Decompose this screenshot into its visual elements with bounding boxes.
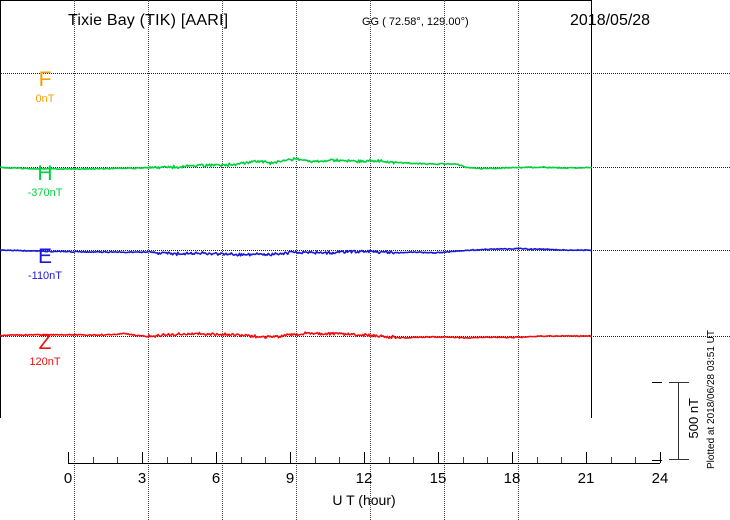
component-letter-F: F [38, 68, 52, 91]
x-tick-1 [92, 457, 94, 463]
x-tick-3 [142, 452, 143, 463]
x-tick-12 [364, 452, 365, 463]
x-tick-18 [512, 452, 513, 463]
gridline-hour-3 [74, 0, 75, 520]
scale-bar-label: 500 nT [686, 398, 701, 439]
x-axis-line [68, 463, 660, 464]
x-tick-2 [117, 457, 119, 463]
gridline-hour-21 [518, 0, 519, 520]
x-label-3: 3 [137, 470, 147, 487]
x-tick-17 [487, 457, 489, 463]
gridline-hour-12 [296, 0, 297, 520]
x-tick-23 [635, 457, 637, 463]
x-label-0: 0 [63, 470, 73, 487]
baseline-Z [0, 336, 730, 337]
x-tick-9 [290, 452, 291, 463]
x-tick-0 [68, 452, 69, 463]
gridline-hour-18 [444, 0, 445, 520]
gridline-hour-15 [370, 0, 371, 520]
x-tick-7 [240, 457, 242, 463]
baseline-F [0, 73, 730, 74]
x-tick-5 [191, 457, 193, 463]
x-tick-21 [586, 452, 587, 463]
x-tick-22 [610, 457, 612, 463]
x-tick-15 [438, 452, 439, 463]
component-baseline-value-F: 0nT [35, 93, 55, 105]
baseline-E [0, 250, 730, 251]
x-tick-14 [413, 457, 415, 463]
trace-E [0, 247, 593, 257]
x-label-9: 9 [285, 470, 295, 487]
axis-endcap-0 [652, 382, 662, 383]
component-letter-E: E [37, 245, 53, 268]
x-label-12: 12 [355, 470, 373, 487]
x-label-21: 21 [577, 470, 595, 487]
component-baseline-value-Z: 120nT [29, 356, 61, 368]
axis-endcap-1 [652, 460, 662, 461]
baseline-H [0, 167, 730, 168]
x-axis-ticks [68, 452, 661, 463]
x-label-6: 6 [211, 470, 221, 487]
x-tick-24 [660, 452, 661, 463]
component-baseline-value-E: -110nT [27, 270, 63, 282]
observation-date: 2018/05/28 [570, 12, 651, 29]
x-axis-title: U T (hour) [332, 492, 396, 508]
gridline-hour-6 [148, 0, 149, 520]
plotted-timestamp: Plotted at 2018/06/28 03:51 UT [706, 330, 717, 469]
x-tick-4 [166, 457, 168, 463]
x-label-18: 18 [503, 470, 521, 487]
x-tick-20 [561, 457, 563, 463]
trace-layer [0, 157, 593, 340]
x-tick-6 [216, 452, 217, 463]
trace-Z [0, 331, 593, 340]
x-tick-16 [462, 457, 464, 463]
x-tick-11 [339, 457, 341, 463]
x-tick-13 [388, 457, 390, 463]
component-baseline-value-H: -370nT [27, 187, 63, 199]
gridline-hour-9 [222, 0, 223, 520]
scale-bar [669, 382, 689, 460]
x-tick-8 [265, 457, 267, 463]
x-tick-19 [536, 457, 538, 463]
component-letter-H: H [37, 162, 53, 185]
component-letter-Z: Z [38, 331, 52, 354]
x-tick-10 [314, 457, 316, 463]
x-label-15: 15 [429, 470, 447, 487]
trace-H [0, 157, 593, 171]
x-label-24: 24 [651, 470, 669, 487]
geographic-coordinates: GG ( 72.58°, 129.00°) [362, 16, 469, 28]
